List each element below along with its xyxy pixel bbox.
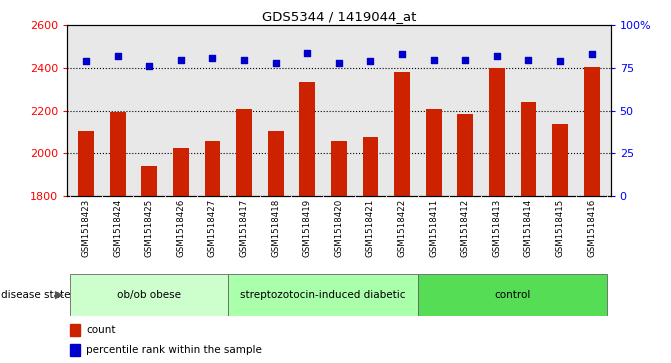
Text: GSM1518413: GSM1518413 [493, 199, 501, 257]
Point [81, 58, 91, 64]
Text: GSM1518425: GSM1518425 [145, 199, 154, 257]
Point [270, 60, 281, 66]
Text: percentile rank within the sample: percentile rank within the sample [86, 345, 262, 355]
Point [491, 53, 502, 59]
Text: GSM1518427: GSM1518427 [208, 199, 217, 257]
Text: GSM1518420: GSM1518420 [334, 199, 344, 257]
Point [428, 57, 439, 62]
Bar [584, 67, 600, 196]
Text: GSM1518421: GSM1518421 [366, 199, 375, 257]
Bar [552, 123, 568, 196]
Bar [394, 72, 410, 196]
Bar [228, 274, 418, 316]
Bar [173, 148, 189, 196]
Bar [489, 68, 505, 196]
Point [555, 58, 566, 64]
Bar [70, 274, 228, 316]
Bar [426, 109, 442, 196]
Text: GSM1518417: GSM1518417 [240, 199, 248, 257]
Bar [458, 114, 473, 196]
Text: GSM1518419: GSM1518419 [303, 199, 312, 257]
Text: GSM1518411: GSM1518411 [429, 199, 438, 257]
Point [460, 57, 470, 62]
Point [365, 58, 376, 64]
Bar [331, 140, 347, 196]
Bar [70, 324, 80, 336]
Text: ▶: ▶ [55, 290, 64, 300]
Text: GSM1518423: GSM1518423 [82, 199, 91, 257]
Bar [78, 131, 94, 196]
Point [333, 60, 344, 66]
Bar [362, 137, 378, 196]
Bar [268, 131, 284, 196]
Bar [418, 274, 607, 316]
Bar [70, 344, 80, 356]
Text: control: control [495, 290, 531, 300]
Bar [205, 140, 220, 196]
Bar [299, 82, 315, 196]
Bar [236, 109, 252, 196]
Title: GDS5344 / 1419044_at: GDS5344 / 1419044_at [262, 10, 416, 23]
Text: GSM1518412: GSM1518412 [461, 199, 470, 257]
Point [144, 64, 154, 69]
Bar [110, 112, 125, 196]
Point [239, 57, 250, 62]
Text: ob/ob obese: ob/ob obese [117, 290, 181, 300]
Text: GSM1518426: GSM1518426 [176, 199, 185, 257]
Point [207, 55, 218, 61]
Point [302, 50, 313, 56]
Point [397, 52, 407, 57]
Point [176, 57, 187, 62]
Text: GSM1518424: GSM1518424 [113, 199, 122, 257]
Text: GSM1518415: GSM1518415 [556, 199, 564, 257]
Text: streptozotocin-induced diabetic: streptozotocin-induced diabetic [240, 290, 406, 300]
Text: GSM1518418: GSM1518418 [271, 199, 280, 257]
Point [586, 52, 597, 57]
Point [523, 57, 534, 62]
Text: count: count [86, 325, 115, 335]
Text: GSM1518416: GSM1518416 [587, 199, 596, 257]
Text: GSM1518422: GSM1518422 [397, 199, 407, 257]
Bar [521, 102, 536, 196]
Point [112, 53, 123, 59]
Bar [142, 166, 157, 196]
Text: GSM1518414: GSM1518414 [524, 199, 533, 257]
Text: disease state: disease state [1, 290, 71, 300]
